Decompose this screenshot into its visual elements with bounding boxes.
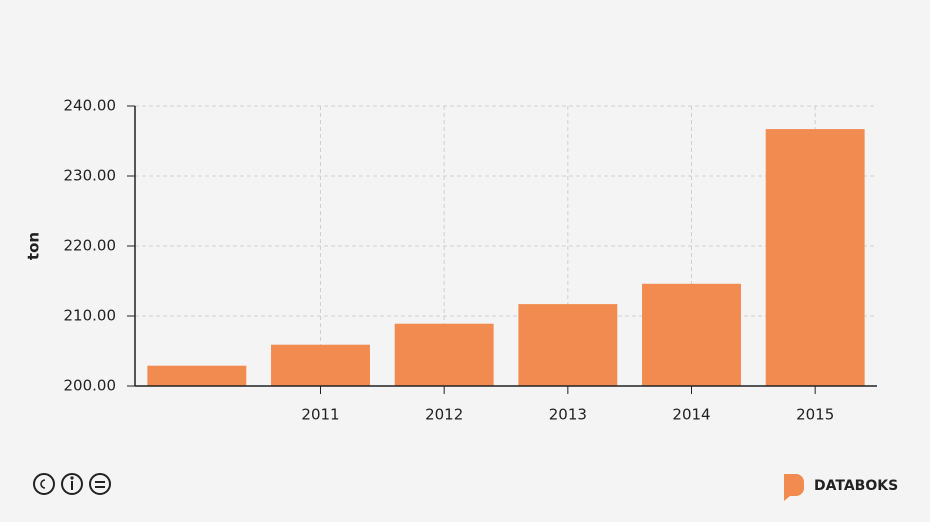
y-axis-label: ton	[25, 232, 43, 260]
y-tick-label: 220.00	[64, 237, 117, 255]
y-tick-label: 240.00	[64, 97, 117, 115]
plot: 200.00 210.00 220.00 230.00 240.00 2011 2012 20…	[64, 97, 877, 424]
bar	[394, 323, 494, 386]
bar	[271, 344, 370, 386]
x-tick-label: 2015	[796, 406, 834, 424]
y-tick-label: 210.00	[64, 307, 117, 325]
bar	[642, 283, 741, 386]
bar	[518, 304, 618, 386]
license-icons	[33, 473, 111, 495]
brand-name: DATABOKS	[814, 478, 898, 494]
bar	[147, 365, 247, 386]
x-tick-label: 2012	[425, 406, 463, 424]
y-tick-label: 230.00	[64, 167, 117, 185]
x-tick-label: 2011	[301, 406, 339, 424]
x-tick-label: 2013	[549, 406, 587, 424]
y-tick-label: 200.00	[64, 377, 117, 395]
bar	[765, 129, 865, 386]
brand-logo	[784, 474, 804, 501]
x-tick-label: 2014	[672, 406, 710, 424]
